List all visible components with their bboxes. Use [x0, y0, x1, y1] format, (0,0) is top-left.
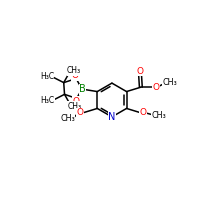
Text: O: O: [72, 97, 79, 106]
Text: O: O: [72, 71, 79, 80]
Text: CH₃: CH₃: [68, 102, 82, 111]
Text: CH₃: CH₃: [67, 66, 81, 75]
Text: H₃C: H₃C: [40, 72, 54, 81]
Text: N: N: [108, 112, 116, 122]
Text: O: O: [137, 67, 144, 76]
Text: O: O: [140, 108, 147, 117]
Text: O: O: [77, 108, 84, 117]
Text: O: O: [152, 83, 159, 92]
Text: CH₃: CH₃: [151, 111, 166, 120]
Text: B: B: [79, 84, 86, 94]
Text: H₃C: H₃C: [41, 96, 55, 105]
Text: CH₃: CH₃: [60, 114, 75, 123]
Text: CH₃: CH₃: [163, 78, 177, 87]
